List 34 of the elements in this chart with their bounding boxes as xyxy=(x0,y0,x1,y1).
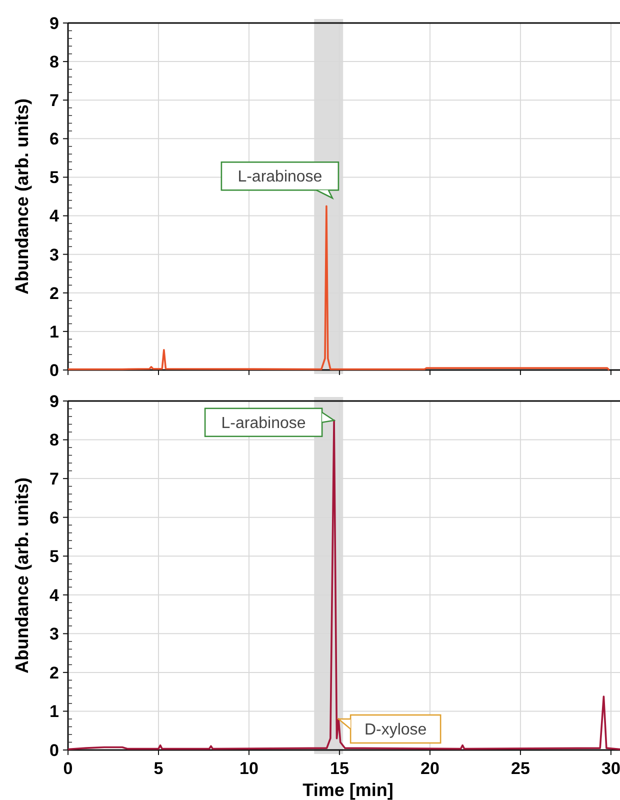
annotation: L-arabinose xyxy=(238,168,322,186)
x-tick-label: 10 xyxy=(240,759,258,778)
y-tick-label: 4 xyxy=(50,586,60,605)
x-tick-label: 25 xyxy=(511,759,530,778)
y-tick-label: 5 xyxy=(50,547,59,566)
x-tick-label: 5 xyxy=(154,759,164,778)
x-tick-label: 30 xyxy=(601,759,620,778)
y-axis-title: Abundance (arb. units) xyxy=(12,98,32,295)
y-tick-label: 9 xyxy=(50,392,59,411)
y-tick-label: 3 xyxy=(50,245,59,264)
y-tick-label: 1 xyxy=(50,322,59,342)
y-tick-label: 9 xyxy=(50,14,59,33)
y-tick-label: 0 xyxy=(50,740,59,760)
y-axis-title: Abundance (arb. units) xyxy=(12,477,32,674)
y-tick-label: 7 xyxy=(50,91,59,110)
y-tick-label: 1 xyxy=(50,702,59,722)
y-tick-label: 2 xyxy=(50,663,59,682)
y-tick-label: 6 xyxy=(50,130,59,149)
y-tick-label: 0 xyxy=(50,360,59,380)
x-tick-label: 20 xyxy=(420,759,440,778)
x-tick-label: 0 xyxy=(63,759,73,778)
y-tick-label: 5 xyxy=(50,168,59,188)
y-tick-label: 6 xyxy=(50,508,59,528)
y-tick-label: 4 xyxy=(50,206,60,226)
y-tick-label: 8 xyxy=(50,430,59,450)
x-tick-label: 15 xyxy=(330,759,349,778)
annotation: D-xylose xyxy=(364,722,427,739)
y-tick-label: 2 xyxy=(50,284,59,303)
y-tick-label: 7 xyxy=(50,470,59,489)
y-tick-label: 3 xyxy=(50,624,59,644)
line-series xyxy=(67,205,610,371)
x-axis-title: Time [min] xyxy=(302,780,394,800)
annotation: L-arabinose xyxy=(221,414,306,432)
y-tick-label: 8 xyxy=(50,52,59,72)
